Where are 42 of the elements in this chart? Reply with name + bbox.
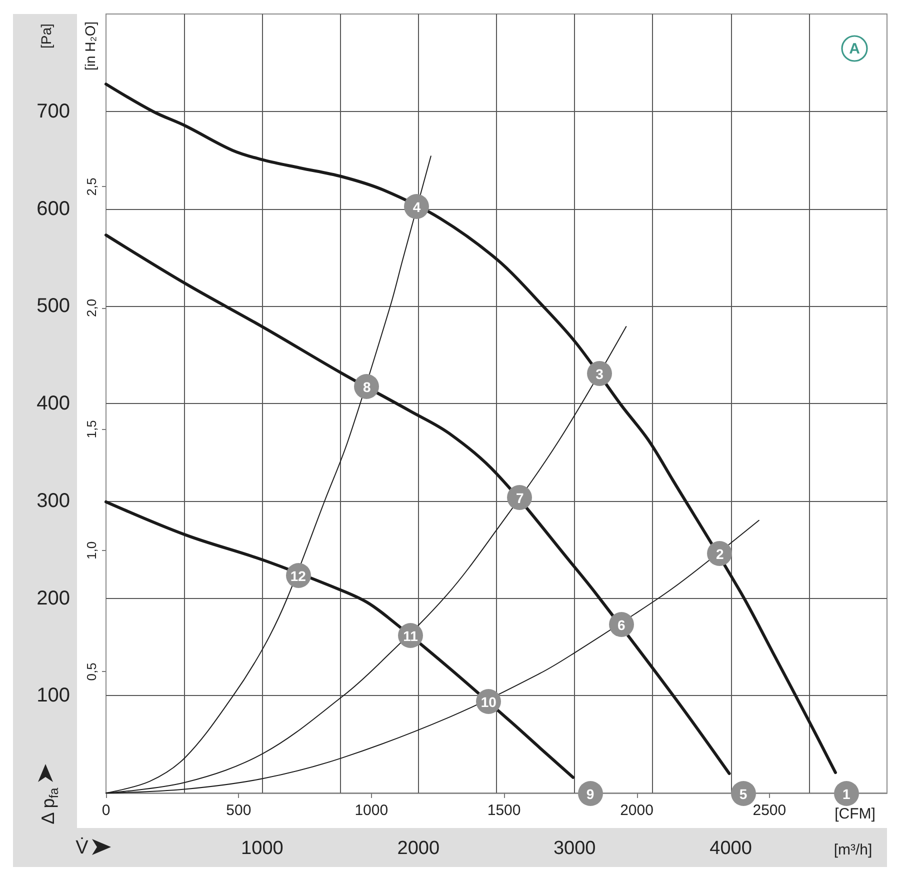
annotation: 3 — [596, 366, 604, 382]
y-tick-label: 700 — [36, 100, 70, 122]
annotation: 2 — [716, 546, 724, 562]
x2-tick-label: 0 — [102, 802, 110, 819]
x2-tick-label: 2500 — [752, 802, 786, 819]
x2-tick-label: 1500 — [487, 802, 521, 819]
annotation: 6 — [618, 617, 626, 634]
annotation: 5 — [739, 786, 748, 802]
y2-tick-label: 2,5 — [84, 178, 99, 196]
x2-tick-label: 1000 — [354, 802, 388, 819]
annotation: 11 — [403, 628, 418, 644]
y-tick-label: 100 — [36, 684, 70, 707]
annotation: 4 — [412, 199, 421, 216]
text: V̇ — [76, 838, 88, 858]
annotation: 8 — [362, 379, 371, 396]
x-axis-title: [m³/h] — [834, 842, 872, 858]
y-axis-title: [Pa] — [38, 24, 54, 48]
line-series — [104, 234, 731, 776]
annotation: 12 — [290, 568, 306, 584]
x-tick-label: 1000 — [241, 838, 284, 859]
x-tick-label: 3000 — [553, 838, 596, 859]
annotation: 7 — [516, 490, 524, 506]
y2-tick-label: 1,5 — [84, 420, 99, 438]
y-tick-label: 400 — [36, 392, 70, 414]
y-tick-label: 200 — [36, 587, 70, 610]
x2-tick-label: 2000 — [620, 802, 654, 819]
y-tick-label: 500 — [36, 295, 70, 318]
x-tick-label: 2000 — [397, 838, 440, 859]
x2-axis-title: [CFM] — [834, 806, 876, 822]
annotation: 9 — [586, 786, 594, 802]
annotation: A — [849, 40, 860, 58]
y2-tick-label: 0,5 — [84, 662, 99, 681]
annotation: 10 — [480, 694, 496, 710]
x-tick-label: 4000 — [710, 838, 752, 859]
y-tick-label: 300 — [36, 490, 70, 512]
annotation: 1 — [842, 786, 850, 802]
y2-axis-title: [in H₂O] — [82, 22, 98, 70]
x2-tick-label: 500 — [226, 802, 252, 819]
y-tick-label: 600 — [36, 198, 70, 220]
line-series — [104, 82, 837, 774]
y2-tick-label: 2,0 — [84, 298, 99, 317]
y2-tick-label: 1,0 — [84, 541, 99, 560]
